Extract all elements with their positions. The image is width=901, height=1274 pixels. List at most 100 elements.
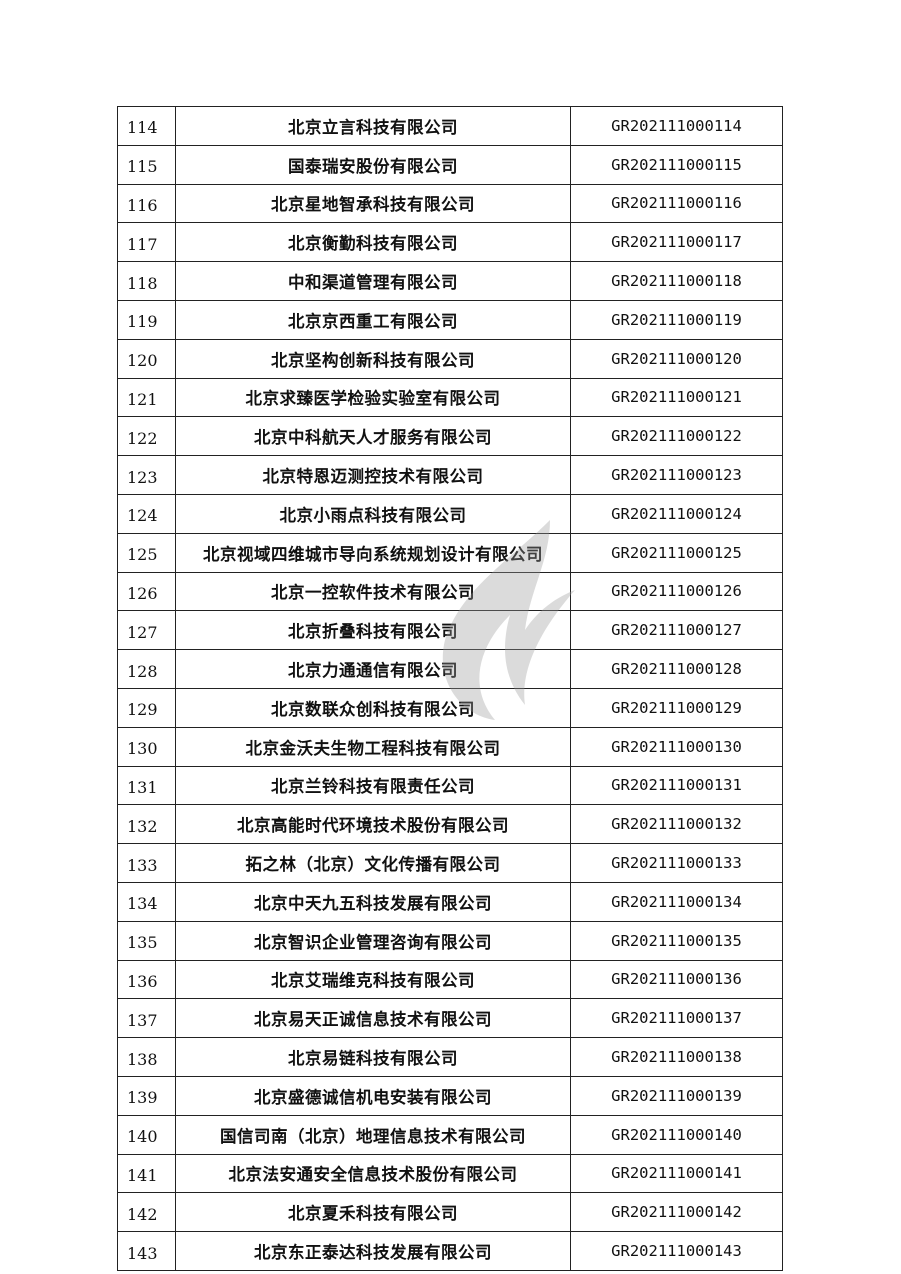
company-name: 北京兰铃科技有限责任公司 bbox=[175, 765, 571, 806]
table-row: 119 北京京西重工有限公司 GR202111000119 bbox=[117, 299, 783, 340]
row-number: 115 bbox=[117, 144, 176, 185]
certificate-code: GR202111000124 bbox=[570, 493, 783, 534]
table-row: 123 北京特恩迈测控技术有限公司 GR202111000123 bbox=[117, 455, 783, 495]
table-row: 122 北京中科航天人才服务有限公司 GR202111000122 bbox=[117, 416, 783, 457]
row-number: 123 bbox=[117, 455, 176, 495]
table-row: 117 北京衡勤科技有限公司 GR202111000117 bbox=[117, 222, 783, 263]
table-row: 132 北京高能时代环境技术股份有限公司 GR202111000132 bbox=[117, 804, 783, 845]
certificate-code: GR202111000138 bbox=[570, 1037, 783, 1077]
company-name: 北京特恩迈测控技术有限公司 bbox=[175, 455, 571, 495]
company-name: 北京视域四维城市导向系统规划设计有限公司 bbox=[175, 532, 571, 573]
certificate-code: GR202111000115 bbox=[570, 144, 783, 185]
table-row: 121 北京求臻医学检验实验室有限公司 GR202111000121 bbox=[117, 377, 783, 418]
company-name: 北京坚构创新科技有限公司 bbox=[175, 338, 571, 379]
row-number: 143 bbox=[117, 1231, 176, 1271]
company-name: 北京力通通信有限公司 bbox=[175, 649, 571, 689]
table-row: 135 北京智识企业管理咨询有限公司 GR202111000135 bbox=[117, 920, 783, 961]
certificate-code: GR202111000141 bbox=[570, 1153, 783, 1194]
table-row: 137 北京易天正诚信息技术有限公司 GR202111000137 bbox=[117, 998, 783, 1039]
company-name: 北京中科航天人才服务有限公司 bbox=[175, 416, 571, 457]
row-number: 133 bbox=[117, 843, 176, 883]
company-table: 114 北京立言科技有限公司 GR202111000114 115 国泰瑞安股份有限公司… bbox=[117, 106, 783, 1271]
company-name: 拓之林（北京）文化传播有限公司 bbox=[175, 843, 571, 883]
certificate-code: GR202111000116 bbox=[570, 183, 783, 224]
company-name: 北京立言科技有限公司 bbox=[175, 106, 571, 146]
row-number: 118 bbox=[117, 261, 176, 301]
row-number: 125 bbox=[117, 532, 176, 573]
table-row: 142 北京夏禾科技有限公司 GR202111000142 bbox=[117, 1192, 783, 1233]
company-name: 北京小雨点科技有限公司 bbox=[175, 493, 571, 534]
company-name: 北京星地智承科技有限公司 bbox=[175, 183, 571, 224]
row-number: 114 bbox=[117, 106, 176, 146]
row-number: 122 bbox=[117, 416, 176, 457]
certificate-code: GR202111000125 bbox=[570, 532, 783, 573]
table-row: 133 拓之林（北京）文化传播有限公司 GR202111000133 bbox=[117, 843, 783, 883]
certificate-code: GR202111000120 bbox=[570, 338, 783, 379]
row-number: 128 bbox=[117, 649, 176, 689]
table-row: 128 北京力通通信有限公司 GR202111000128 bbox=[117, 649, 783, 689]
table-row: 138 北京易链科技有限公司 GR202111000138 bbox=[117, 1037, 783, 1077]
row-number: 120 bbox=[117, 338, 176, 379]
certificate-code: GR202111000133 bbox=[570, 843, 783, 883]
company-name: 北京易天正诚信息技术有限公司 bbox=[175, 998, 571, 1039]
row-number: 117 bbox=[117, 222, 176, 263]
company-name: 国泰瑞安股份有限公司 bbox=[175, 144, 571, 185]
certificate-code: GR202111000136 bbox=[570, 959, 783, 1000]
certificate-code: GR202111000135 bbox=[570, 920, 783, 961]
company-name: 北京衡勤科技有限公司 bbox=[175, 222, 571, 263]
company-name: 北京东正泰达科技发展有限公司 bbox=[175, 1231, 571, 1271]
certificate-code: GR202111000121 bbox=[570, 377, 783, 418]
row-number: 131 bbox=[117, 765, 176, 806]
row-number: 129 bbox=[117, 687, 176, 728]
table-row: 130 北京金沃夫生物工程科技有限公司 GR202111000130 bbox=[117, 726, 783, 767]
certificate-code: GR202111000119 bbox=[570, 299, 783, 340]
company-name: 北京求臻医学检验实验室有限公司 bbox=[175, 377, 571, 418]
certificate-code: GR202111000130 bbox=[570, 726, 783, 767]
company-name: 北京金沃夫生物工程科技有限公司 bbox=[175, 726, 571, 767]
certificate-code: GR202111000126 bbox=[570, 571, 783, 612]
certificate-code: GR202111000143 bbox=[570, 1231, 783, 1271]
table-row: 124 北京小雨点科技有限公司 GR202111000124 bbox=[117, 493, 783, 534]
row-number: 130 bbox=[117, 726, 176, 767]
certificate-code: GR202111000123 bbox=[570, 455, 783, 495]
certificate-code: GR202111000142 bbox=[570, 1192, 783, 1233]
table-row: 115 国泰瑞安股份有限公司 GR202111000115 bbox=[117, 144, 783, 185]
table-row: 126 北京一控软件技术有限公司 GR202111000126 bbox=[117, 571, 783, 612]
table-row: 127 北京折叠科技有限公司 GR202111000127 bbox=[117, 610, 783, 651]
table-row: 118 中和渠道管理有限公司 GR202111000118 bbox=[117, 261, 783, 301]
table-row: 141 北京法安通安全信息技术股份有限公司 GR202111000141 bbox=[117, 1153, 783, 1194]
table-row: 129 北京数联众创科技有限公司 GR202111000129 bbox=[117, 687, 783, 728]
row-number: 139 bbox=[117, 1075, 176, 1116]
row-number: 134 bbox=[117, 881, 176, 922]
certificate-code: GR202111000129 bbox=[570, 687, 783, 728]
company-name: 北京艾瑞维克科技有限公司 bbox=[175, 959, 571, 1000]
row-number: 142 bbox=[117, 1192, 176, 1233]
table-row: 140 国信司南（北京）地理信息技术有限公司 GR202111000140 bbox=[117, 1114, 783, 1155]
row-number: 135 bbox=[117, 920, 176, 961]
row-number: 127 bbox=[117, 610, 176, 651]
table-row: 125 北京视域四维城市导向系统规划设计有限公司 GR202111000125 bbox=[117, 532, 783, 573]
company-name: 北京法安通安全信息技术股份有限公司 bbox=[175, 1153, 571, 1194]
table-row: 139 北京盛德诚信机电安装有限公司 GR202111000139 bbox=[117, 1075, 783, 1116]
certificate-code: GR202111000131 bbox=[570, 765, 783, 806]
certificate-code: GR202111000114 bbox=[570, 106, 783, 146]
company-name: 中和渠道管理有限公司 bbox=[175, 261, 571, 301]
row-number: 136 bbox=[117, 959, 176, 1000]
company-name: 北京数联众创科技有限公司 bbox=[175, 687, 571, 728]
table-row: 131 北京兰铃科技有限责任公司 GR202111000131 bbox=[117, 765, 783, 806]
certificate-code: GR202111000139 bbox=[570, 1075, 783, 1116]
table-row: 116 北京星地智承科技有限公司 GR202111000116 bbox=[117, 183, 783, 224]
row-number: 116 bbox=[117, 183, 176, 224]
company-name: 国信司南（北京）地理信息技术有限公司 bbox=[175, 1114, 571, 1155]
row-number: 119 bbox=[117, 299, 176, 340]
row-number: 132 bbox=[117, 804, 176, 845]
certificate-code: GR202111000118 bbox=[570, 261, 783, 301]
row-number: 124 bbox=[117, 493, 176, 534]
row-number: 138 bbox=[117, 1037, 176, 1077]
table-row: 120 北京坚构创新科技有限公司 GR202111000120 bbox=[117, 338, 783, 379]
row-number: 140 bbox=[117, 1114, 176, 1155]
company-name: 北京盛德诚信机电安装有限公司 bbox=[175, 1075, 571, 1116]
certificate-code: GR202111000128 bbox=[570, 649, 783, 689]
company-name: 北京高能时代环境技术股份有限公司 bbox=[175, 804, 571, 845]
table-row: 143 北京东正泰达科技发展有限公司 GR202111000143 bbox=[117, 1231, 783, 1271]
